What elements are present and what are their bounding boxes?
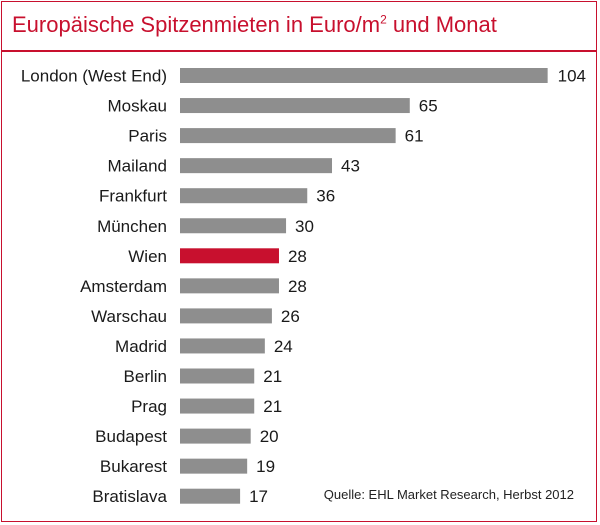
bar: [180, 428, 251, 444]
bar: [180, 158, 333, 174]
value-label: 20: [260, 427, 279, 446]
value-label: 104: [558, 67, 586, 86]
bar: [180, 458, 248, 474]
value-label: 30: [295, 217, 314, 236]
value-label: 19: [256, 457, 275, 476]
chart-title-superscript: 2: [380, 12, 387, 27]
bar: [180, 98, 410, 114]
category-label: Mailand: [107, 157, 167, 176]
value-label: 24: [274, 337, 293, 356]
bar: [180, 218, 287, 234]
title-divider: [1, 50, 597, 52]
category-label: Budapest: [95, 427, 167, 446]
category-label: Berlin: [124, 367, 167, 386]
category-label: Prag: [131, 397, 167, 416]
value-label: 43: [341, 157, 360, 176]
bar: [180, 68, 548, 83]
category-label: Warschau: [91, 307, 167, 326]
category-label: Frankfurt: [99, 187, 167, 206]
bar: [180, 278, 279, 294]
category-label: München: [97, 217, 167, 236]
value-label: 65: [419, 97, 438, 116]
value-label: 28: [288, 277, 307, 296]
chart-title-text: Europäische Spitzenmieten in Euro/m: [12, 12, 381, 37]
category-label: Paris: [128, 127, 167, 146]
value-label: 61: [405, 127, 424, 146]
bar-highlighted: [180, 248, 279, 264]
category-label: Madrid: [115, 337, 167, 356]
category-label: London (West End): [21, 67, 167, 86]
category-label: Bratislava: [92, 487, 167, 506]
bar: [180, 488, 241, 504]
bar: [180, 338, 265, 354]
category-label: Wien: [128, 247, 167, 266]
bar: [180, 398, 255, 414]
value-label: 26: [281, 307, 300, 326]
category-label: Amsterdam: [80, 277, 167, 296]
value-label: 36: [316, 187, 335, 206]
bar: [180, 308, 272, 324]
bar: [180, 128, 396, 144]
value-label: 21: [263, 397, 282, 416]
source-note: Quelle: EHL Market Research, Herbst 2012: [323, 487, 574, 502]
bar: [180, 188, 308, 204]
chart-title-suffix: und Monat: [386, 12, 497, 37]
chart-title: Europäische Spitzenmieten in Euro/m2 und…: [12, 12, 497, 38]
category-label: Bukarest: [100, 457, 167, 476]
category-label: Moskau: [107, 97, 167, 116]
value-label: 28: [288, 247, 307, 266]
value-label: 17: [249, 487, 268, 506]
bar: [180, 368, 255, 384]
value-label: 21: [263, 367, 282, 386]
